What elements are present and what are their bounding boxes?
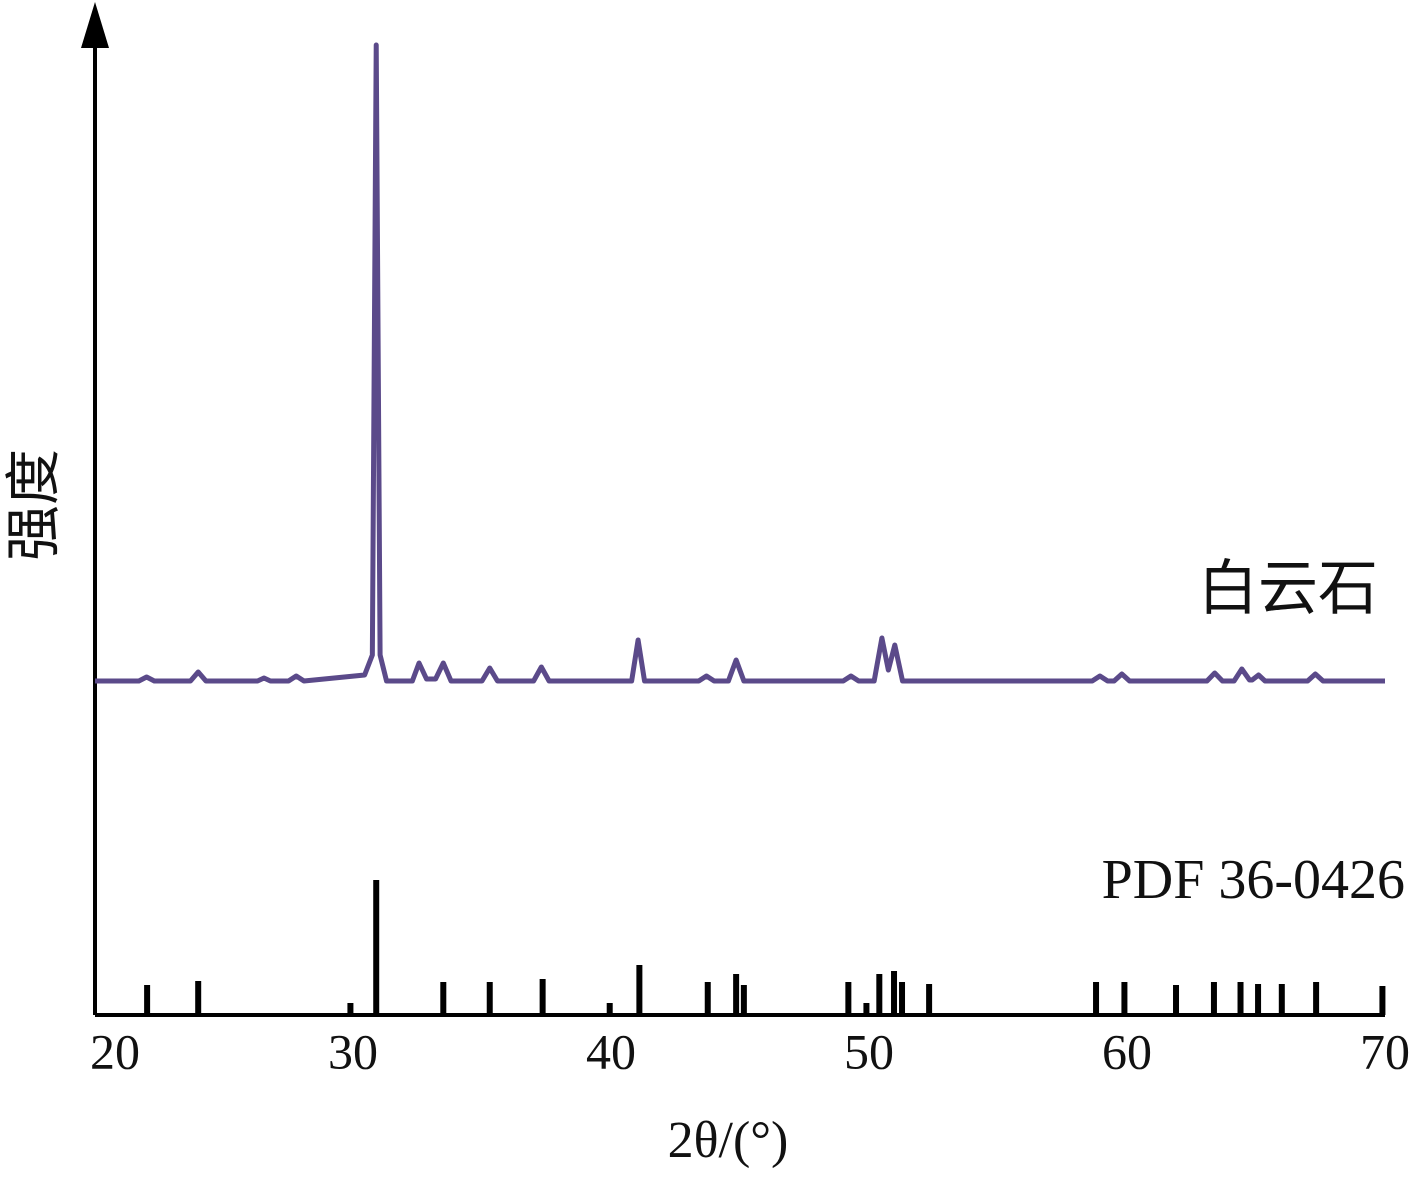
reference-stick bbox=[539, 979, 546, 1015]
reference-stick bbox=[373, 880, 380, 1015]
x-tick-label: 70 bbox=[1360, 1023, 1410, 1079]
reference-stick bbox=[1255, 984, 1262, 1015]
reference-stick bbox=[1237, 982, 1244, 1015]
reference-stick bbox=[636, 965, 643, 1015]
reference-stick bbox=[1121, 982, 1128, 1015]
x-tick-label: 40 bbox=[586, 1023, 636, 1079]
reference-stick bbox=[899, 982, 906, 1015]
reference-stick bbox=[926, 984, 933, 1015]
reference-stick bbox=[863, 1003, 870, 1015]
reference-stick bbox=[891, 971, 898, 1015]
xrd-line bbox=[95, 42, 1385, 684]
reference-stick bbox=[606, 1003, 613, 1015]
reference-stick bbox=[1313, 982, 1320, 1015]
reference-stick bbox=[1278, 984, 1285, 1015]
x-axis-label: 2θ/(°) bbox=[668, 1112, 789, 1169]
reference-stick bbox=[740, 985, 747, 1015]
series-label: PDF 36-0426 bbox=[1102, 849, 1405, 911]
series-label: 白云石 bbox=[1198, 556, 1378, 622]
reference-stick bbox=[1093, 982, 1100, 1015]
reference-stick bbox=[1210, 982, 1217, 1015]
reference-stick bbox=[1379, 986, 1386, 1015]
reference-stick bbox=[144, 985, 151, 1015]
x-tick-label: 60 bbox=[1102, 1023, 1152, 1079]
reference-stick bbox=[486, 982, 493, 1015]
x-tick-label: 20 bbox=[90, 1023, 140, 1079]
y-axis-label: 强度 bbox=[4, 449, 66, 561]
reference-stick bbox=[704, 982, 711, 1015]
x-tick-label: 30 bbox=[328, 1023, 378, 1079]
reference-stick bbox=[195, 981, 202, 1015]
reference-stick bbox=[1173, 985, 1180, 1015]
reference-stick bbox=[733, 974, 740, 1015]
reference-stick bbox=[876, 974, 883, 1015]
reference-stick bbox=[845, 982, 852, 1015]
x-tick-label: 50 bbox=[844, 1023, 894, 1079]
reference-stick bbox=[440, 982, 447, 1015]
y-axis-arrow bbox=[81, 2, 109, 48]
reference-stick bbox=[347, 1003, 354, 1015]
